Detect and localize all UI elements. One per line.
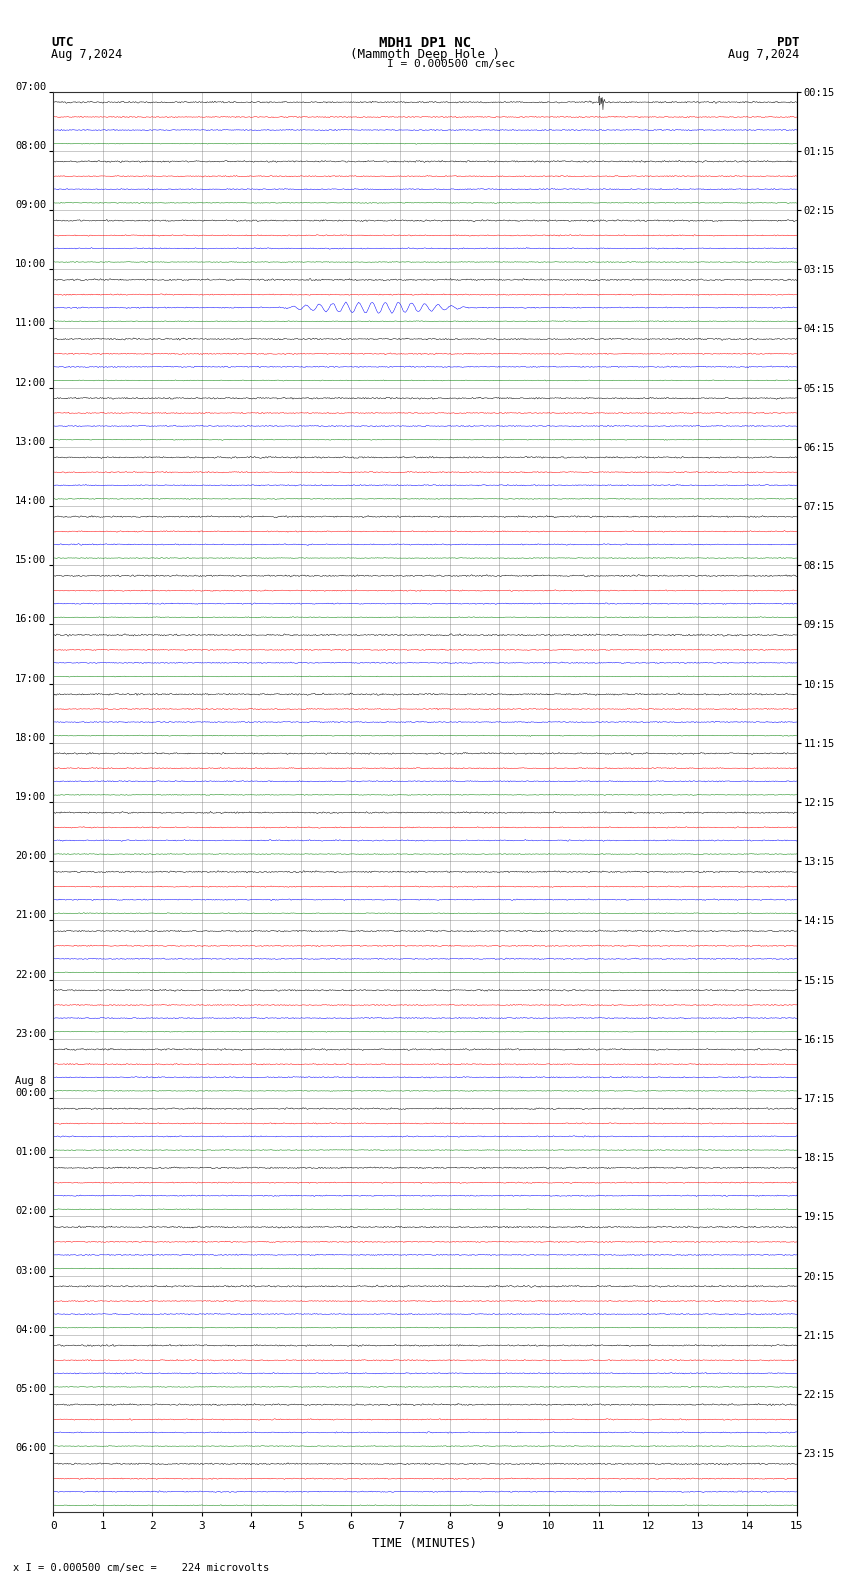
Text: MDH1 DP1 NC: MDH1 DP1 NC	[379, 36, 471, 51]
Text: (Mammoth Deep Hole ): (Mammoth Deep Hole )	[350, 48, 500, 60]
X-axis label: TIME (MINUTES): TIME (MINUTES)	[372, 1536, 478, 1551]
Text: x I = 0.000500 cm/sec =    224 microvolts: x I = 0.000500 cm/sec = 224 microvolts	[13, 1563, 269, 1573]
Text: Aug 7,2024: Aug 7,2024	[728, 48, 799, 60]
Text: I = 0.000500 cm/sec: I = 0.000500 cm/sec	[387, 59, 515, 68]
Text: UTC: UTC	[51, 36, 73, 49]
Text: PDT: PDT	[777, 36, 799, 49]
Text: Aug 7,2024: Aug 7,2024	[51, 48, 122, 60]
